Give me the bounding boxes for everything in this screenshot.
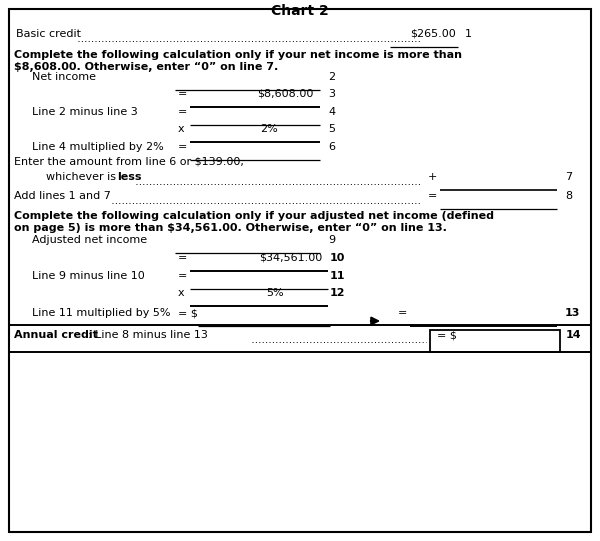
Text: 8: 8 (565, 191, 572, 201)
Text: x: x (178, 288, 185, 298)
Bar (430, 330, 560, 352)
Text: Line 9 minus line 10: Line 9 minus line 10 (32, 271, 145, 281)
Text: Enter the amount from line 6 or $139.00,: Enter the amount from line 6 or $139.00, (14, 157, 244, 167)
Text: : Line 8 minus line 13: : Line 8 minus line 13 (88, 330, 208, 340)
Text: 5: 5 (328, 124, 335, 134)
Text: 4: 4 (328, 107, 335, 117)
Text: Complete the following calculation only if your adjusted net income (defined
on : Complete the following calculation only … (14, 211, 494, 233)
Text: = $: = $ (178, 308, 198, 318)
Text: =: = (178, 89, 187, 99)
Text: =: = (178, 107, 187, 117)
Text: 12: 12 (330, 288, 346, 298)
Text: Chart 2: Chart 2 (271, 4, 329, 18)
Text: 1: 1 (465, 29, 472, 39)
Text: 9: 9 (328, 235, 335, 245)
Text: =: = (178, 142, 187, 152)
Text: 3: 3 (328, 89, 335, 99)
Text: =: = (398, 308, 407, 318)
Text: 10: 10 (330, 253, 346, 263)
Text: $265.00: $265.00 (410, 29, 456, 39)
Text: =: = (178, 253, 187, 263)
Text: x: x (178, 124, 185, 134)
Text: 11: 11 (330, 271, 346, 281)
Text: Line 11 multiplied by 5%: Line 11 multiplied by 5% (32, 308, 170, 318)
Text: less: less (117, 172, 142, 182)
Text: 6: 6 (328, 142, 335, 152)
Text: $34,561.00: $34,561.00 (259, 253, 322, 263)
Text: 13: 13 (565, 308, 580, 318)
Text: Complete the following calculation only if your net income is more than
$8,608.0: Complete the following calculation only … (14, 50, 462, 71)
Text: 5%: 5% (266, 288, 284, 298)
Text: = $: = $ (437, 330, 457, 340)
Text: =: = (428, 191, 437, 201)
Text: +: + (428, 172, 437, 182)
Text: $8,608.00: $8,608.00 (257, 89, 314, 99)
Text: Basic credit: Basic credit (16, 29, 81, 39)
Text: 2: 2 (328, 72, 335, 82)
Text: 2%: 2% (260, 124, 278, 134)
Text: 7: 7 (565, 172, 572, 182)
Text: whichever is: whichever is (32, 172, 119, 182)
Text: Net income: Net income (32, 72, 96, 82)
Text: =: = (178, 271, 187, 281)
Text: Line 2 minus line 3: Line 2 minus line 3 (32, 107, 138, 117)
Text: 14: 14 (566, 330, 581, 340)
Text: Add lines 1 and 7: Add lines 1 and 7 (14, 191, 111, 201)
Text: Adjusted net income: Adjusted net income (32, 235, 147, 245)
Text: Annual credit: Annual credit (14, 330, 98, 340)
Text: Line 4 multiplied by 2%: Line 4 multiplied by 2% (32, 142, 164, 152)
